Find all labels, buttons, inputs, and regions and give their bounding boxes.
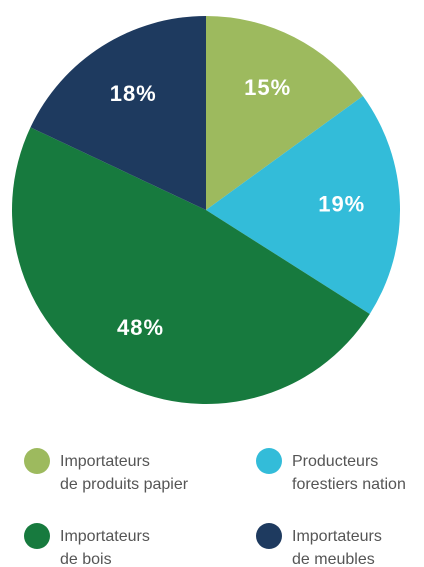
- legend-swatch: [24, 523, 50, 549]
- pie-slice: [30, 16, 207, 210]
- legend-item: Importateurs de bois: [24, 523, 150, 567]
- legend-label: Importateurs de meubles: [292, 528, 382, 567]
- chart: 15% 19% 48% 18%: [11, 16, 400, 405]
- slice-label: 15%: [244, 75, 291, 100]
- legend-label: Producteurs forestiers nation: [292, 453, 406, 493]
- pie-slice: [206, 16, 363, 210]
- legend-item: Importateurs de produits papier: [24, 448, 189, 496]
- slice-label: 18%: [110, 81, 157, 106]
- slice-label: 19%: [318, 192, 365, 217]
- legend-item: Importateurs de meubles: [256, 523, 382, 567]
- pie-slice: [206, 95, 400, 314]
- slice-label: 48%: [117, 315, 164, 340]
- legend-label: Importateurs de produits papier: [60, 453, 189, 493]
- legend-swatch: [256, 448, 282, 474]
- legend-label: Importateurs de bois: [60, 528, 150, 567]
- legend-item: Producteurs forestiers nation: [256, 448, 406, 496]
- pie-slice: [11, 127, 370, 405]
- legend-swatch: [24, 448, 50, 474]
- legend-swatch: [256, 523, 282, 549]
